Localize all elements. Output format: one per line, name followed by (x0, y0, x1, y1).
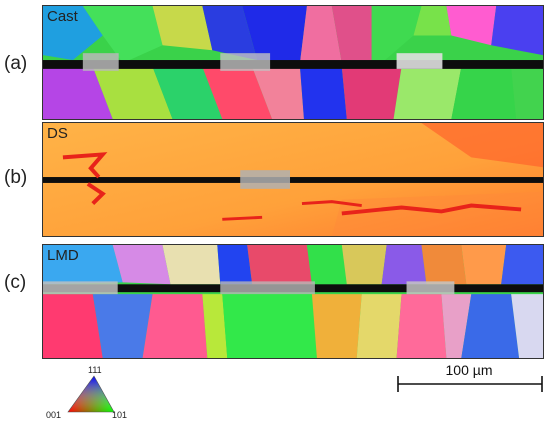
panel-ds-ebsd-map: DS (42, 122, 544, 237)
scale-bar-label: 100 µm (445, 362, 493, 378)
legend-label-001: 001 (46, 410, 62, 420)
panel-c-label: (c) (4, 272, 27, 293)
panel-b-label: (b) (4, 167, 28, 188)
panel-cast-ebsd-map: Cast (42, 5, 544, 120)
ipf-color-legend: 111 001 101 (8, 364, 138, 422)
legend-label-111: 111 (88, 365, 102, 375)
panel-cast-tag: Cast (47, 8, 78, 25)
panel-a-label: (a) (4, 53, 28, 74)
legend-label-101: 101 (112, 410, 128, 420)
panel-lmd-ebsd-map: LMD (42, 244, 544, 359)
panel-ds-tag: DS (47, 125, 68, 142)
scale-bar: 100 µm (396, 362, 546, 404)
panel-lmd-tag: LMD (47, 247, 79, 264)
